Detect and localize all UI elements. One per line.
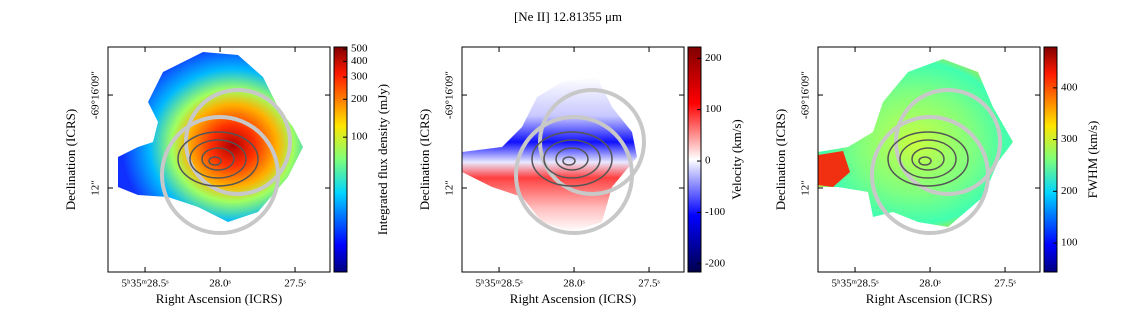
y-tick-label: 12″ [444,180,456,196]
aperture-circle [160,115,280,235]
contour [543,139,601,179]
map-region [818,151,850,187]
y-axis-label: Declination (ICRS) [417,109,432,210]
map-region [818,59,1013,227]
y-axis-label: Declination (ICRS) [63,109,78,210]
panel: 5ʰ35ᵐ28.5ˢ 28.0ˢ 27.5ˢ -69°16′09″ 12″ Right A… [63,43,390,306]
colorbar-tick-label: 500 [351,43,368,55]
colorbar-label: FWHM (km/s) [1085,121,1100,199]
figure-title: [Ne II] 12.81355 μm [514,9,622,24]
contour [887,131,969,187]
x-tick-label: 28.0ˢ [209,278,231,290]
axes-frame [461,46,685,273]
colorbar-tick-label: 100 [705,103,722,115]
colorbar-tick-label: -200 [705,257,726,269]
colorbar-tick-label: -100 [705,206,726,218]
axes-frame [107,46,331,273]
contour [911,147,945,171]
x-tick-label: 5ʰ35ᵐ28.5ˢ [832,278,880,290]
colorbar-tick-label: 300 [1061,133,1078,145]
colorbar [333,46,348,273]
colorbar-tick-label: 100 [351,131,368,143]
x-tick-label: 5ʰ35ᵐ28.5ˢ [476,278,524,290]
aperture-circle [514,115,634,235]
y-tick-label: 12″ [90,180,102,196]
panel: 5ʰ35ᵐ28.5ˢ 28.0ˢ 27.5ˢ -69°16′09″ 12″ Right A… [417,46,744,306]
y-axis-label: Declination (ICRS) [773,109,788,210]
colorbar-tick-label: 200 [351,93,368,105]
colorbar-tick-label: 200 [705,52,722,64]
contour [177,131,259,187]
colorbar [1043,46,1058,273]
x-tick-label: 27.5ˢ [638,278,660,290]
x-tick-label: 28.0ˢ [563,278,585,290]
contour [208,156,222,166]
contour [918,156,932,166]
colorbar-tick-label: 400 [351,55,368,67]
contour [555,147,589,171]
contour [899,139,957,179]
colorbar-tick-label: 300 [351,71,368,83]
y-tick-label: -69°16′09″ [444,71,456,119]
colorbar-tick-label: 0 [705,155,711,167]
x-axis-label: Right Ascension (ICRS) [156,291,282,306]
x-tick-label: 5ʰ35ᵐ28.5ˢ [122,278,170,290]
x-axis-label: Right Ascension (ICRS) [510,291,636,306]
panel: 5ʰ35ᵐ28.5ˢ 28.0ˢ 27.5ˢ -69°16′09″ 12″ Right A… [773,46,1100,306]
colorbar-tick-label: 200 [1061,185,1078,197]
colorbar-label: Velocity (km/s) [729,119,744,200]
contour [201,147,235,171]
contour [531,131,613,187]
x-tick-label: 27.5ˢ [284,278,306,290]
contour [189,139,247,179]
x-tick-label: 27.5ˢ [994,278,1016,290]
colorbar-tick-label: 100 [1061,237,1078,249]
contour [562,156,576,166]
aperture-circle [870,115,990,235]
x-axis-label: Right Ascension (ICRS) [866,291,992,306]
colorbar-label: Integrated flux density (mJy) [375,84,390,235]
colorbar-tick-label: 400 [1061,81,1078,93]
axes-frame [817,46,1041,273]
x-tick-label: 28.0ˢ [919,278,941,290]
colorbar [687,46,702,273]
y-tick-label: 12″ [800,180,812,196]
y-tick-label: -69°16′09″ [90,71,102,119]
y-tick-label: -69°16′09″ [800,71,812,119]
